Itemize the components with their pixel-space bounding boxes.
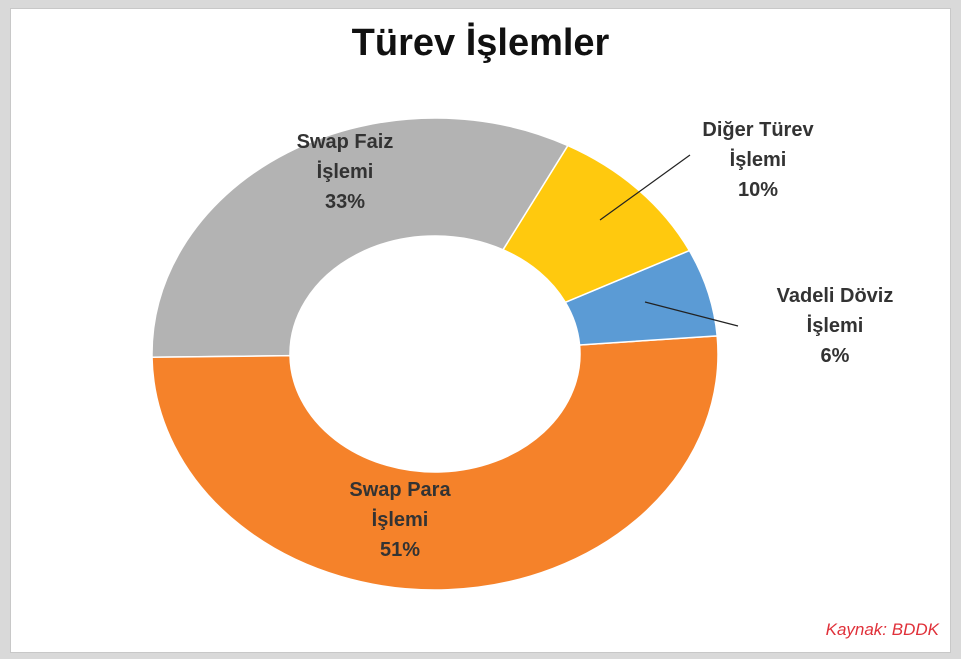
donut-slice (151, 117, 569, 359)
category-label: Swap Faiz İşlemi (296, 131, 394, 183)
leader-line (644, 301, 739, 327)
value-label: 51% (379, 539, 421, 561)
slice-label: Diğer Türev İşlemi 10% (688, 115, 828, 205)
value-label: 10% (737, 179, 779, 201)
category-label: Diğer Türev İşlemi (702, 119, 814, 171)
category-label: Vadeli Döviz İşlemi (776, 285, 894, 337)
chart-title: Türev İşlemler (351, 22, 610, 64)
donut-slice (501, 144, 691, 304)
slice-label: Vadeli Döviz İşlemi 6% (765, 281, 905, 371)
value-label: 33% (324, 191, 366, 213)
value-label: 6% (820, 345, 850, 367)
leader-line (599, 154, 691, 221)
source-note: Kaynak: BDDK (825, 620, 939, 639)
slice-label: Swap Faiz İşlemi 33% (275, 127, 415, 217)
donut-slice (151, 335, 719, 591)
donut-slice (564, 249, 718, 346)
category-label: Swap Para İşlemi (349, 479, 451, 531)
slice-label: Swap Para İşlemi 51% (330, 475, 470, 565)
